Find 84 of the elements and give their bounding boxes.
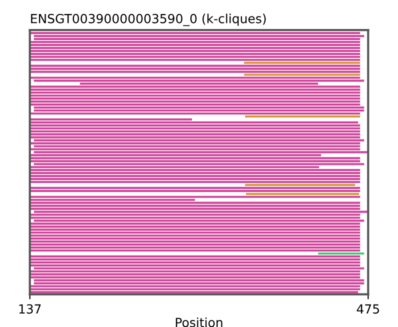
bar — [246, 192, 360, 195]
bar — [30, 124, 360, 126]
bar — [34, 267, 364, 270]
bar — [244, 74, 360, 76]
bar — [244, 62, 360, 64]
bar — [30, 240, 360, 243]
x-tick-label: 137 — [19, 304, 41, 314]
bar — [34, 35, 364, 38]
bar — [30, 238, 360, 240]
bar — [30, 196, 360, 198]
bar — [30, 204, 360, 207]
bar — [30, 216, 360, 219]
bar — [34, 210, 368, 213]
bar — [30, 88, 360, 91]
bar — [30, 270, 360, 272]
bar — [30, 190, 360, 192]
bar — [30, 186, 360, 189]
chart-title: ENSGT00390000003590_0 (k-cliques) — [31, 14, 266, 26]
bar — [30, 76, 360, 79]
bar — [34, 279, 364, 282]
bar — [30, 261, 360, 264]
bar — [318, 252, 364, 255]
bar — [30, 175, 360, 178]
bar — [30, 130, 360, 132]
bar — [30, 249, 360, 252]
bar — [30, 285, 360, 288]
bar — [34, 106, 364, 109]
bar — [30, 276, 360, 278]
bar — [30, 32, 360, 34]
x-tick-label: 475 — [356, 304, 379, 314]
bar — [30, 40, 360, 44]
bar — [30, 68, 360, 70]
bar — [30, 264, 360, 266]
bar — [30, 258, 360, 260]
bar — [30, 244, 360, 246]
bar — [30, 157, 360, 160]
bar — [30, 64, 360, 67]
bar — [30, 246, 360, 249]
bar — [30, 178, 360, 180]
bar — [30, 142, 360, 144]
bar — [30, 121, 358, 124]
bar — [30, 44, 360, 46]
bar — [34, 282, 364, 284]
bar — [30, 94, 360, 97]
bar — [34, 220, 364, 222]
bar — [34, 145, 360, 148]
bar — [30, 46, 360, 49]
bar — [34, 151, 368, 154]
bar — [34, 163, 364, 166]
bar — [30, 92, 360, 94]
bar — [30, 56, 360, 58]
bar — [245, 115, 360, 118]
bar — [30, 222, 360, 225]
bar — [30, 133, 360, 136]
bar — [30, 86, 360, 88]
bar — [30, 291, 358, 294]
bar — [245, 184, 356, 186]
bar — [34, 80, 364, 82]
bar — [30, 112, 360, 115]
bar — [30, 127, 360, 130]
bar — [30, 255, 360, 258]
bar — [30, 136, 360, 138]
bar — [30, 70, 360, 73]
bar — [30, 169, 360, 172]
bar — [30, 104, 360, 106]
bar — [30, 202, 360, 204]
bar — [30, 52, 360, 55]
bar — [30, 180, 360, 184]
bar — [30, 58, 360, 61]
bar — [30, 228, 360, 231]
bar — [30, 226, 360, 228]
bar — [34, 109, 364, 112]
bar — [30, 98, 360, 100]
bar — [30, 50, 360, 52]
bar — [30, 288, 360, 290]
bar — [30, 160, 360, 162]
bar — [34, 139, 364, 142]
bar — [30, 172, 360, 174]
bar — [30, 234, 360, 237]
bar — [34, 38, 360, 40]
bar — [30, 273, 360, 276]
bar — [30, 232, 360, 234]
x-axis-title: Position — [176, 318, 222, 327]
bar — [30, 100, 360, 103]
